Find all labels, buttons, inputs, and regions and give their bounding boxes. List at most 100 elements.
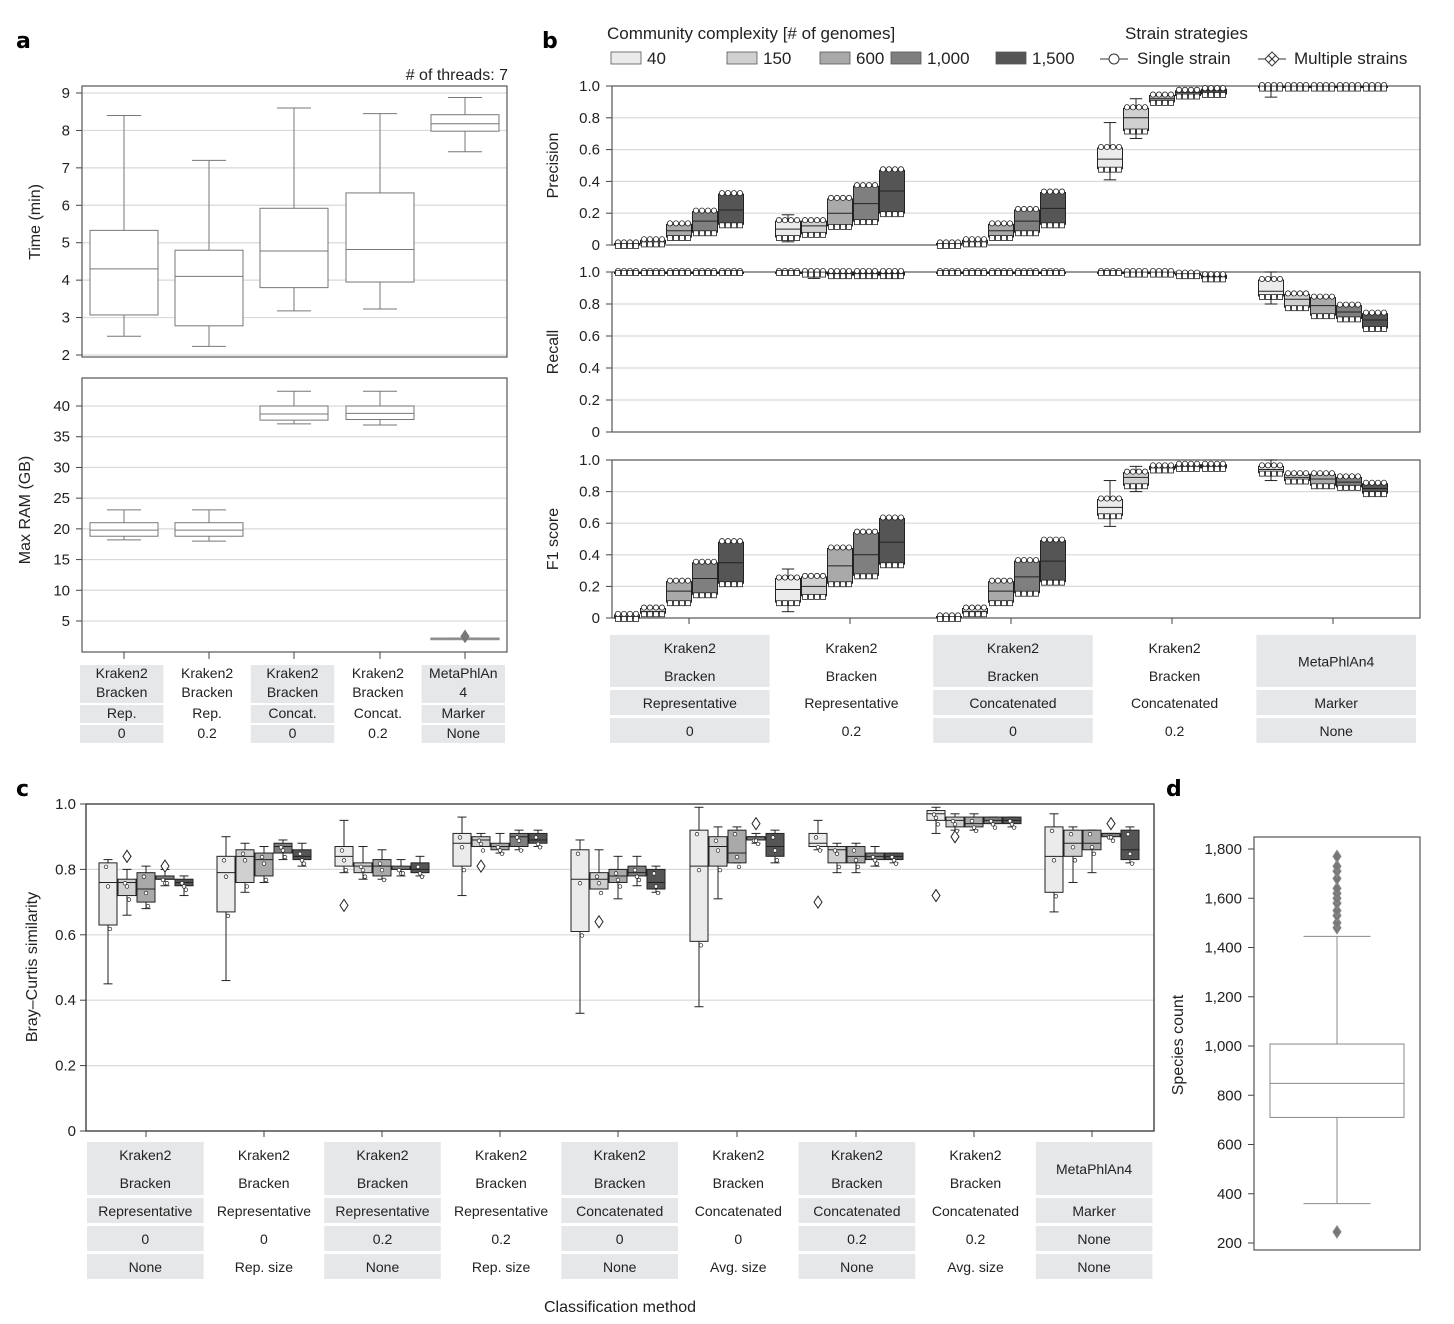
single-strain-point [699,207,706,214]
sample-point [1009,822,1015,827]
y-axis-label: Time (min) [27,184,44,260]
y-tick-label: 0.2 [55,1058,76,1075]
single-strain-point [1214,460,1221,467]
single-strain-point [1188,86,1195,93]
table-c-cell [205,1254,323,1279]
precision-box [1175,86,1201,100]
single-strain-point [872,182,879,189]
recall-box [879,267,905,280]
multiple-strain-point [949,616,955,622]
multiple-strain-point [989,235,995,241]
single-strain-point [679,220,686,227]
box-body [174,522,244,537]
legend-label: 150 [763,49,791,68]
multiple-strain-point [1291,305,1297,312]
sample-point [105,884,111,889]
box-body [718,193,744,225]
single-strain-point [846,194,853,201]
bray-curtis-box [589,849,609,929]
single-strain-point [1041,536,1048,543]
recall-box [614,267,640,276]
multiple-strain-point [1001,235,1007,241]
bray-curtis-box [1082,829,1102,874]
single-strain-point [963,236,970,243]
y-tick-label: 0.6 [579,142,600,159]
table-a-text: 0 [289,725,297,741]
multiple-strain-point [776,235,782,241]
multiple-strain-point [711,592,717,599]
box-body [452,832,472,867]
single-strain-point [1202,85,1209,92]
table-b-text: Concatenated [969,695,1056,711]
single-strain-point [711,558,718,565]
multiple-strain-point [1323,313,1329,320]
multiple-strain-point [1369,491,1375,498]
table-c-text: Kraken2 [712,1147,764,1163]
table-c-cell [87,1198,204,1223]
multiple-strain-point [1053,222,1059,229]
f1-box [827,544,853,588]
multiple-strain-point [943,270,949,276]
multiple-strain-point [1124,483,1130,490]
multiple-strain-point [820,231,826,238]
recall-box [1123,267,1149,278]
multiple-strain-point [860,219,866,226]
multiple-strain-point [1363,85,1369,92]
box-body [1097,147,1123,170]
sample-point [362,874,368,879]
sample-point [461,867,467,873]
multiple-strain-point [834,581,840,588]
multiple-strain-point [1285,85,1291,92]
table-b-text: MetaPhlAn4 [1298,654,1374,670]
multiple-strain-point [1220,465,1226,472]
time-box [174,159,244,347]
sample-point [954,828,960,834]
box-body [345,405,415,421]
multiple-strain-point [860,273,866,280]
single-strain-point [1001,577,1008,584]
single-strain-point [782,574,789,581]
box-body [765,832,785,857]
multiple-strain-point [647,270,653,276]
table-b-text: 0.2 [842,723,862,739]
y-tick-label: 600 [1217,1137,1242,1154]
sample-point [715,848,721,853]
single-strain-point [1259,275,1266,282]
multiple-strain-point [693,230,699,237]
f1-box [1014,557,1040,597]
y-tick-label: 0 [592,610,600,627]
multiple-strain-point [937,243,943,249]
single-strain-point [788,217,795,224]
multiple-strain-point [1176,93,1182,100]
multiple-strain-point [1059,270,1065,276]
single-strain-point [866,182,873,189]
table-a-text: Kraken2 [96,665,148,681]
bray-curtis-box [926,806,946,903]
sample-point [988,818,994,824]
single-strain-point [820,572,827,579]
bray-curtis-box [746,816,766,847]
y-tick-label: 25 [53,490,70,507]
multiple-strain-point [659,270,665,276]
single-strain-point [1208,460,1215,467]
multiple-strain-point [1162,100,1168,106]
single-strain-point [866,528,873,535]
table-a-text: Rep. [107,705,137,721]
single-strain-point [892,514,899,521]
box-body [879,517,905,565]
multiple-strain-point [693,592,699,599]
multiple-strain-point [699,270,705,276]
box-body [235,849,255,883]
sample-point [261,861,267,866]
box-body [689,829,709,942]
single-strain-point [1285,290,1292,297]
table-b-cell [1256,635,1416,687]
single-strain-point [673,220,680,227]
legend-strategy-label: Single strain [1137,49,1231,68]
multiple-strain-point [1297,85,1303,92]
multiple-strain-point [1130,128,1136,135]
sample-point [813,835,819,840]
sample-point [1051,858,1057,863]
legend-swatch-3 [890,51,922,65]
multiple-strain-point [673,270,679,276]
